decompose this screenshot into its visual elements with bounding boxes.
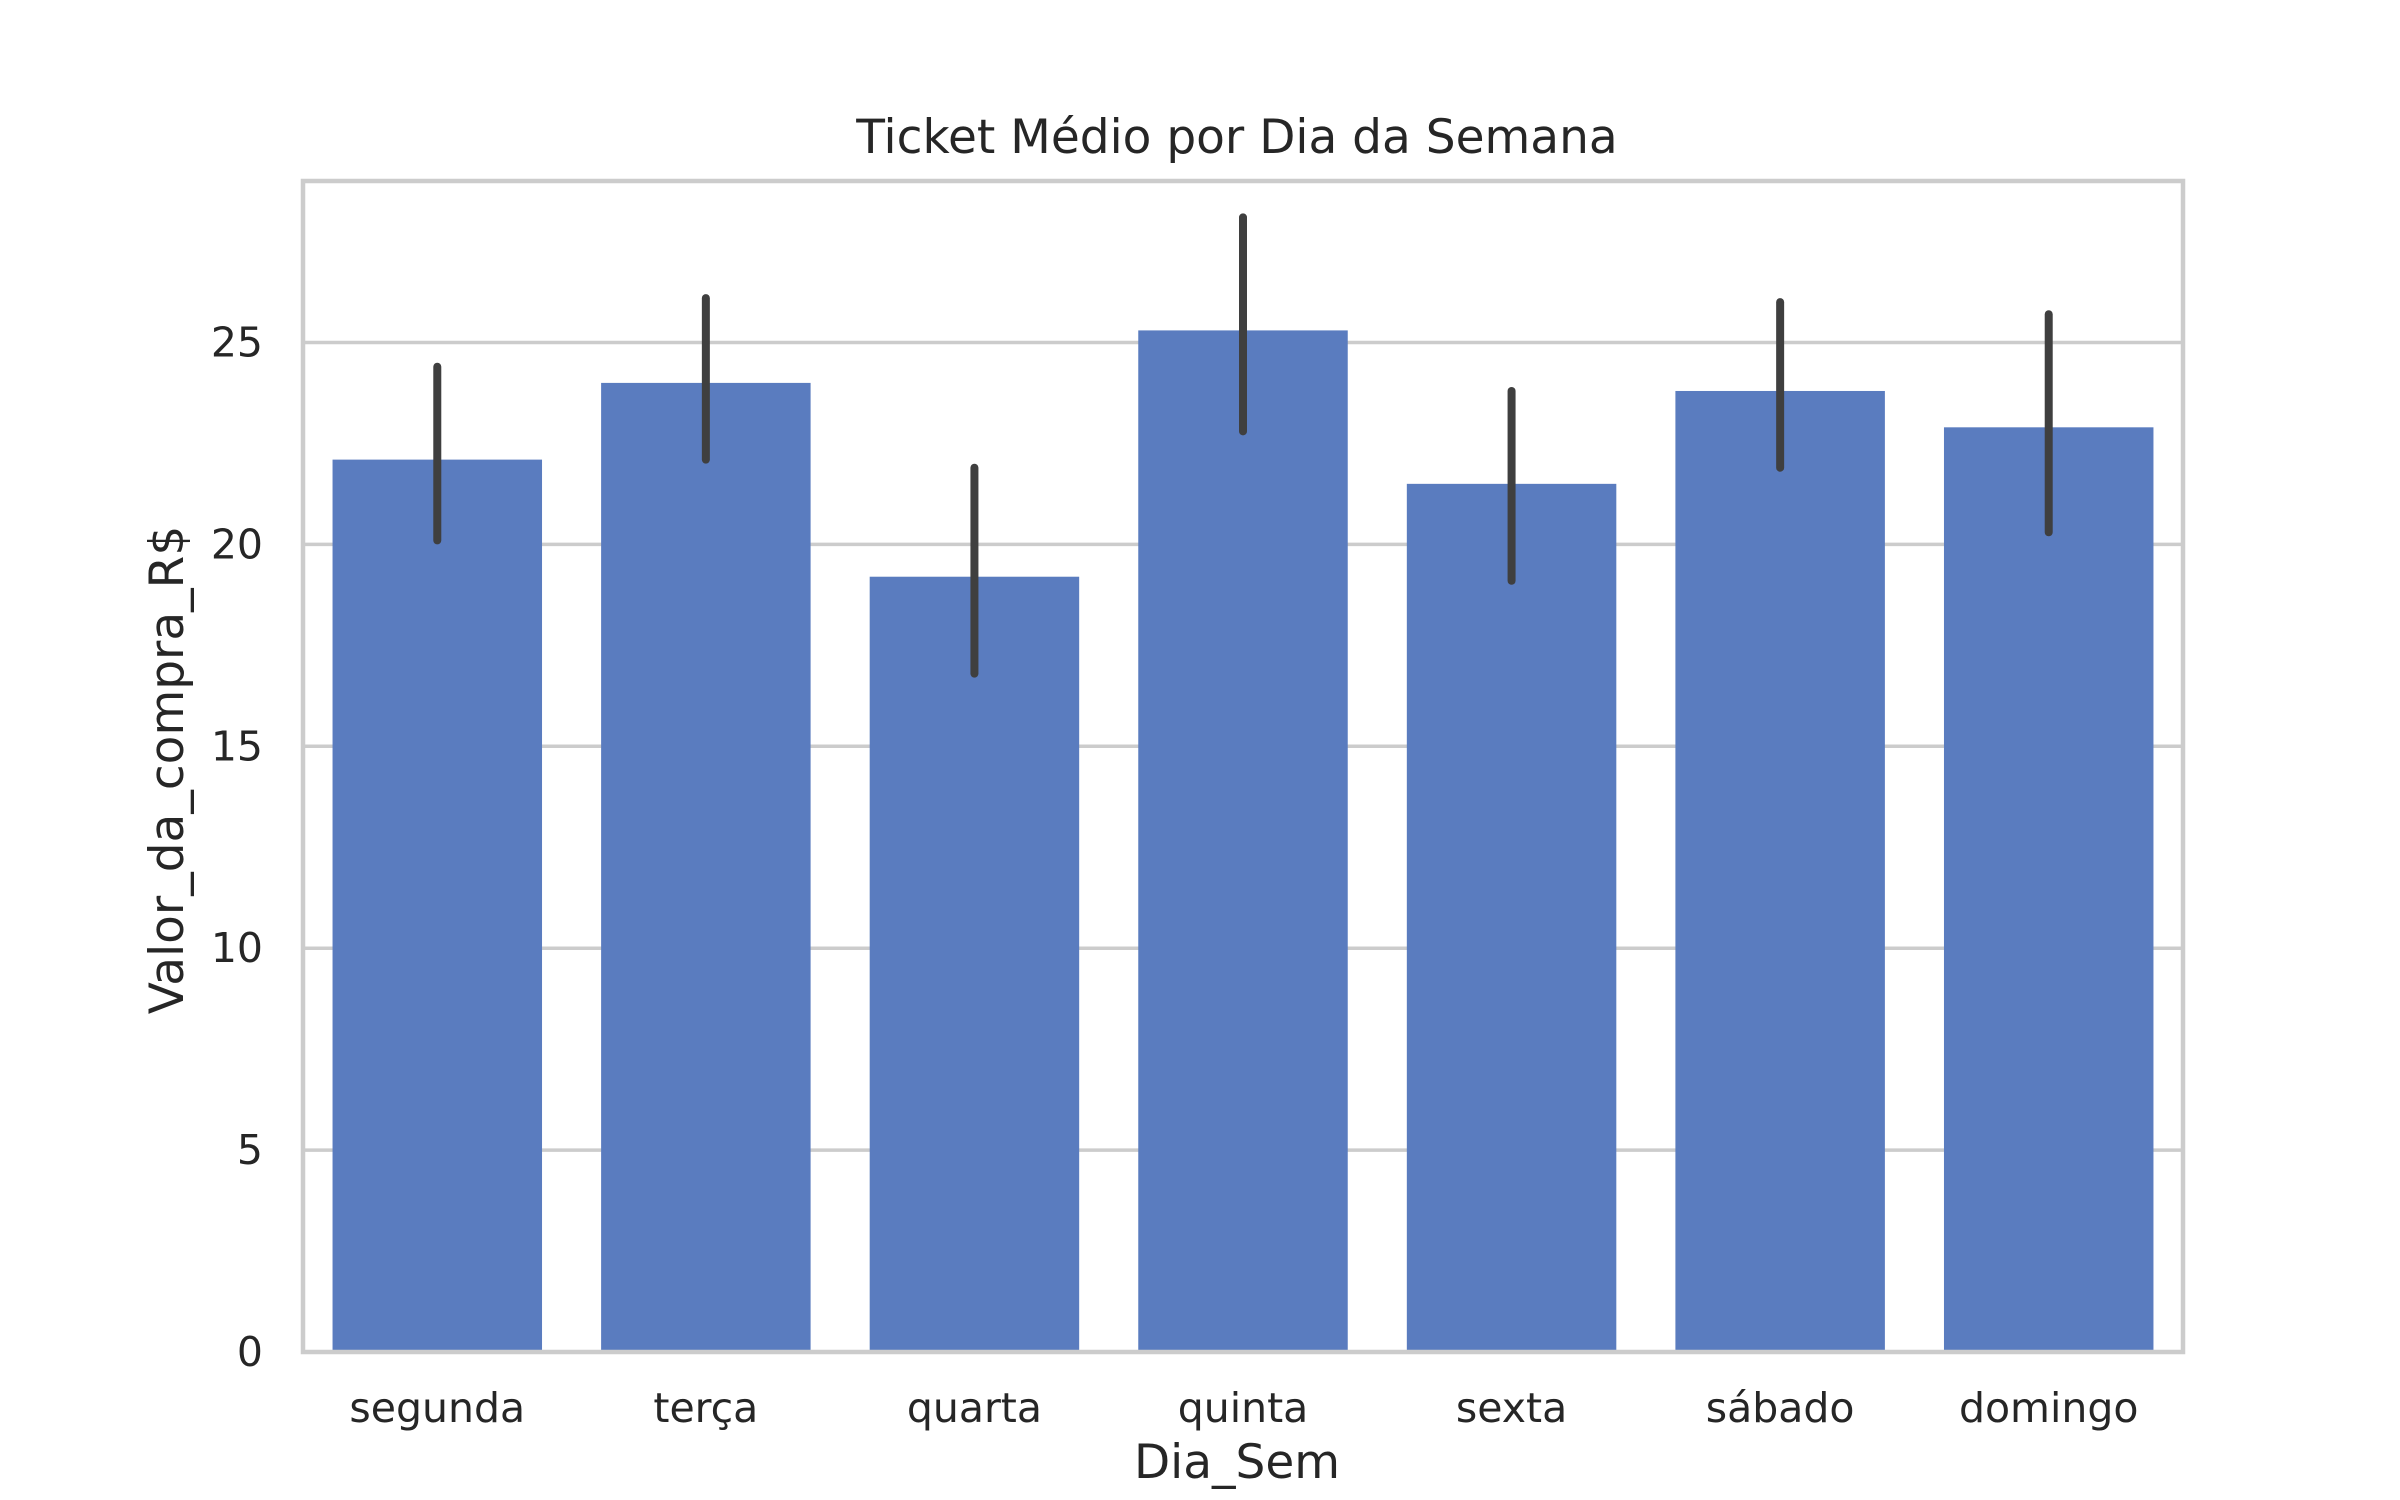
bar-6: [1943, 427, 2154, 1352]
bars: [332, 330, 2154, 1352]
y-tick-label: 5: [237, 1126, 263, 1174]
y-axis-label: Valor_da_compra_R$: [140, 526, 195, 1014]
bar-5: [1675, 390, 1885, 1352]
chart-title: Ticket Médio por Dia da Semana: [855, 110, 1617, 165]
error-bars: [433, 213, 2053, 678]
y-tick-label: 20: [211, 520, 263, 568]
bar-1: [601, 382, 811, 1352]
x-tick-label: sexta: [1456, 1384, 1567, 1432]
y-tick-labels: 0 5 10 15 20 25: [211, 319, 263, 1376]
y-tick-label: 25: [211, 319, 263, 367]
x-tick-label: quinta: [1178, 1384, 1309, 1432]
y-tick-label: 10: [211, 924, 263, 972]
x-tick-label: segunda: [349, 1384, 525, 1432]
x-tick-label: domingo: [1959, 1384, 2139, 1432]
plot-frame: [300, 178, 2186, 1355]
x-tick-label: terça: [653, 1384, 758, 1432]
x-tick-label: quarta: [907, 1384, 1042, 1432]
x-axis-label: Dia_Sem: [1134, 1435, 1340, 1490]
y-tick-label: 0: [237, 1328, 263, 1376]
bar-0: [332, 459, 543, 1352]
x-tick-label: sábado: [1706, 1384, 1855, 1432]
x-tick-labels: segunda terça quarta quinta sexta sábado domin…: [349, 1384, 2138, 1432]
bar-4: [1406, 483, 1617, 1352]
bar-3: [1138, 330, 1348, 1352]
bar-2: [869, 576, 1080, 1352]
y-tick-label: 15: [211, 722, 263, 770]
